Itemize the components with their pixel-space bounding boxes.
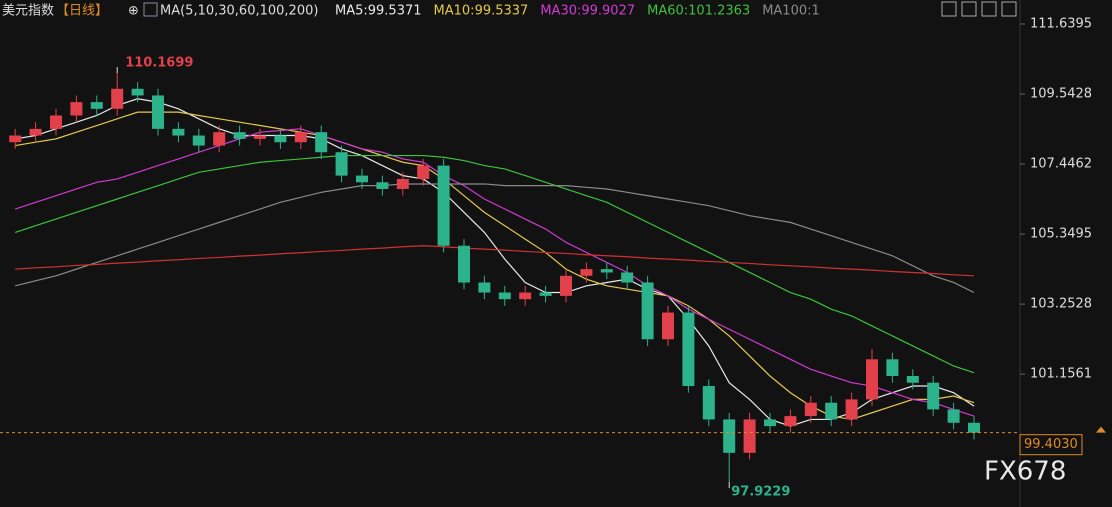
y-tick-label: 103.2528 [1030,297,1092,312]
candle-body [437,165,450,246]
candle-body [172,128,185,136]
candle-body [866,359,878,400]
candle-body [213,132,226,146]
candle-body [723,419,736,453]
candle-body [29,128,42,136]
candle-body [478,282,491,293]
legend-entry: MA100:1 [762,4,820,19]
tool-button[interactable] [941,1,957,17]
tool-button[interactable] [981,1,997,17]
watermark: FX678 [984,457,1066,487]
indicator-icon[interactable] [143,2,158,17]
legend-entry: MA60:101.2363 [647,4,750,19]
candle-body [376,182,389,189]
candle-body [702,386,715,420]
candle-body [743,419,756,453]
candle-body [152,95,164,129]
y-tick-label: 107.4462 [1030,157,1092,172]
candle-body [70,102,83,116]
candle-body [927,382,940,410]
ma-line [15,183,975,294]
candle-body [233,132,246,139]
ma-line [15,98,975,427]
ma-line [15,128,975,417]
candle-body [50,115,62,129]
candle-body [845,399,858,420]
candle-body [682,312,695,387]
candle-body [764,419,776,427]
candle-body [825,402,838,420]
candle-body [906,376,919,383]
candle-body [539,292,552,296]
candle-body [417,165,430,179]
candle-body [458,245,470,283]
candle-body [396,178,409,189]
candle-body [947,409,960,423]
last-price-label: 99.4030 [1024,437,1078,452]
y-tick-label: 111.6395 [1030,16,1092,31]
add-icon[interactable]: ⊕ [128,4,139,19]
candle-body [335,152,348,176]
candle-body [498,292,511,300]
candle-body [560,275,572,296]
candle-body [315,132,328,153]
candle-body [621,272,634,283]
candle-body [600,269,613,273]
candle-body [804,402,817,417]
period: 【日线】 [56,4,108,19]
last-price-box [1019,434,1083,456]
annotation: 97.9229 [731,485,790,500]
y-tick-label: 105.3495 [1030,227,1092,242]
last-price-marker [1096,426,1106,433]
candle-body [131,88,144,96]
y-tick-label: 109.5428 [1030,87,1092,102]
tool-button[interactable] [1001,1,1017,17]
candle-body [784,416,797,427]
candle-body [968,422,980,433]
candle-body [519,292,532,300]
legend-entry: MA30:99.9027 [540,4,635,19]
candle-body [254,135,266,139]
ma-line [15,245,975,277]
candle-body [662,312,674,340]
candle-body [641,282,654,340]
y-tick-label: 101.1561 [1030,367,1092,382]
chart-title: 美元指数 [2,4,54,19]
toolbar [941,1,1017,17]
ma-line [15,154,975,374]
candle-body [294,132,307,143]
tool-button[interactable] [961,1,977,17]
legend-entry: MA10:99.5337 [434,4,529,19]
indicator: MA(5,10,30,60,100,200) [160,4,318,19]
annotation: 110.1699 [125,56,193,71]
candle-body [886,359,899,377]
candle-body [90,102,103,109]
candle-body [9,135,22,143]
candle-body [580,269,593,276]
legend-entry: MA5:99.5371 [335,4,422,19]
candle-body [111,88,124,109]
candle-body [192,135,205,146]
candle-body [274,135,287,143]
candle-body [356,175,368,183]
